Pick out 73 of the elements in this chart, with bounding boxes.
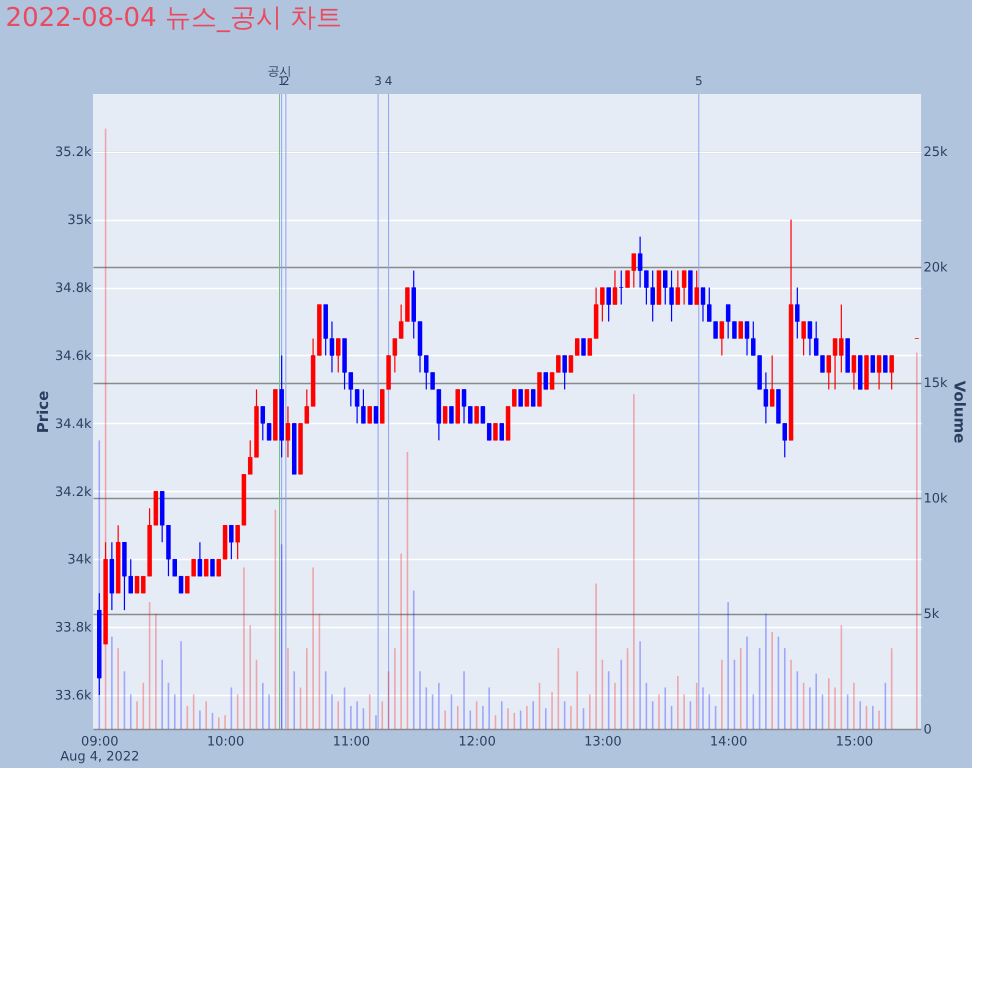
- candlestick: [650, 270, 655, 322]
- x-tick-label: 12:00: [458, 734, 496, 750]
- candlestick: [493, 422, 498, 441]
- candlestick: [518, 388, 523, 408]
- candlestick: [480, 406, 486, 424]
- candlestick: [876, 354, 882, 390]
- y2-tick-label: 20k: [924, 260, 948, 276]
- candlestick: [801, 320, 806, 356]
- candlestick: [808, 320, 812, 356]
- y-tick-label: 35k: [67, 213, 92, 228]
- candlestick: [682, 270, 686, 306]
- y-tick-label: 34.4k: [55, 416, 92, 432]
- candlestick: [442, 406, 448, 424]
- candlestick: [286, 406, 290, 458]
- candlestick: [229, 524, 234, 560]
- candlestick: [588, 338, 592, 356]
- candlestick: [738, 321, 743, 339]
- candlestick: [449, 406, 454, 424]
- ref-line-label: 3: [374, 74, 382, 88]
- chart-title: 2022-08-04 뉴스_공시 차트: [6, 3, 342, 33]
- candlestick: [612, 270, 618, 306]
- candlestick: [336, 338, 341, 374]
- candlestick: [185, 576, 190, 594]
- y-tick-label: 34k: [67, 552, 92, 568]
- x-tick-label: 11:00: [332, 734, 370, 750]
- candlestick: [883, 354, 888, 374]
- y-tick-label: 34.2k: [55, 484, 92, 500]
- y2-tick-label: 10k: [924, 492, 948, 507]
- candlestick: [367, 406, 372, 424]
- candlestick: [530, 388, 536, 408]
- x-tick-label: 13:00: [584, 734, 622, 750]
- x-tick-label: 14:00: [710, 734, 748, 750]
- candlestick: [191, 558, 196, 577]
- ref-line-label: 5: [694, 74, 703, 88]
- candlestick: [544, 372, 548, 390]
- candlestick: [795, 286, 800, 340]
- y2-tick-label: 15k: [924, 376, 948, 392]
- candlestick: [676, 270, 680, 306]
- y2-tick-label: 0: [924, 722, 932, 738]
- candlestick: [606, 286, 611, 322]
- candlestick: [260, 406, 266, 441]
- candlestick: [852, 354, 856, 390]
- candlestick: [581, 338, 586, 356]
- x-tick-label: 15:00: [836, 734, 874, 750]
- y2-axis-title: Volume: [950, 380, 969, 444]
- candlestick: [562, 354, 567, 390]
- y-tick-label: 34.6k: [55, 348, 92, 364]
- candlestick: [720, 320, 724, 356]
- candlestick: [524, 388, 530, 408]
- y-tick-label: 33.8k: [55, 620, 92, 636]
- x-tick-label: 10:00: [206, 734, 244, 750]
- candlestick: [374, 406, 378, 424]
- candlestick: [694, 270, 699, 306]
- candlestick: [210, 558, 215, 577]
- candlestick: [770, 354, 774, 408]
- candlestick: [618, 270, 624, 306]
- y-tick-label: 35.2k: [55, 145, 92, 160]
- y2-tick-label: 5k: [924, 607, 940, 622]
- candlestick: [486, 422, 492, 441]
- candlestick: [204, 558, 208, 577]
- y-tick-label: 34.8k: [55, 281, 92, 296]
- candlestick: [266, 422, 272, 441]
- y-tick-label: 33.6k: [55, 688, 92, 704]
- candlestick: [474, 406, 479, 424]
- ref-line-label: 공시: [268, 64, 292, 78]
- candlestick: [889, 354, 894, 390]
- candlestick: [870, 354, 876, 374]
- candlestick: [198, 542, 202, 577]
- ref-line-label: 4: [384, 74, 392, 88]
- y2-tick-label: 25k: [924, 145, 948, 160]
- y-axis-title: Price: [34, 390, 52, 434]
- x-tick-label: 09:00 Aug 4, 2022: [60, 734, 140, 764]
- candlestick: [500, 422, 504, 441]
